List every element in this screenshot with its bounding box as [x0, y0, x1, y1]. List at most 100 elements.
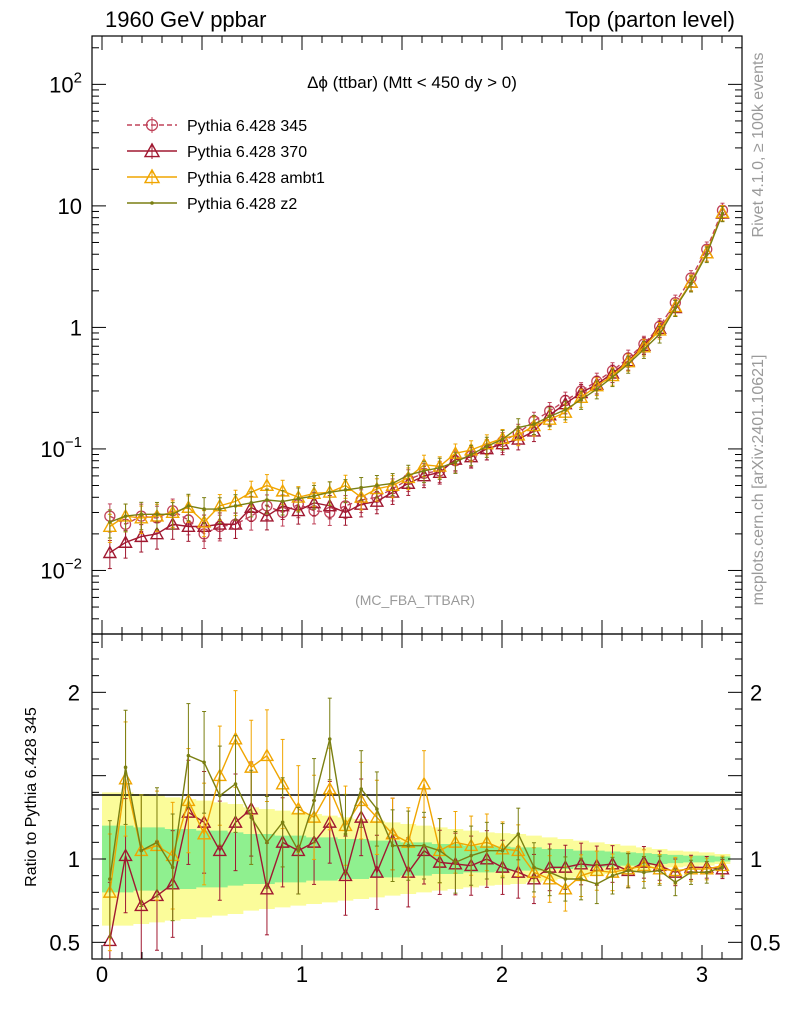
data-point: [212, 516, 227, 530]
data-point: [437, 848, 442, 853]
data-point: [689, 281, 693, 286]
ratio-y-tick-label-right: 0.5: [750, 930, 781, 955]
legend-entry: Pythia 6.428 z2: [127, 196, 297, 213]
ratio-series-group: [102, 690, 730, 960]
data-point: [186, 504, 191, 508]
ratio-y-tick-label-right: 2: [750, 680, 762, 705]
data-point: [657, 868, 662, 873]
data-point: [202, 760, 206, 765]
data-point: [516, 832, 521, 836]
data-point: [170, 512, 175, 517]
ratio-y-tick-label-left: 2: [68, 680, 80, 705]
data-point: [353, 489, 369, 503]
ratio-series-line: [109, 738, 723, 885]
data-point: [610, 873, 615, 878]
ratio-series-line: [109, 737, 723, 893]
data-point: [563, 407, 568, 412]
data-point: [657, 332, 662, 336]
data-point: [689, 870, 693, 875]
data-point: [485, 444, 489, 449]
data-point: [102, 545, 118, 559]
data-point: [516, 425, 521, 430]
data-point: [642, 347, 646, 352]
data-point: [406, 473, 411, 477]
data-point: [143, 168, 161, 184]
rivet-version-label: Rivet 4.1.0, ≥ 100k events: [750, 53, 767, 238]
data-point: [202, 507, 206, 511]
data-point: [359, 485, 363, 490]
data-point: [265, 498, 269, 502]
data-point: [327, 490, 332, 495]
data-point: [118, 848, 133, 862]
x-tick-label: 1: [296, 962, 308, 987]
data-point: [265, 840, 269, 845]
data-point: [704, 252, 709, 257]
data-point: [118, 535, 133, 548]
legend-label: Pythia 6.428 370: [187, 144, 307, 161]
data-point: [343, 488, 348, 492]
legend-label: Pythia 6.428 ambt1: [187, 170, 325, 187]
data-point: [108, 520, 112, 524]
ratio-x-ticks: 0 1 2 3: [96, 634, 743, 987]
data-point: [720, 865, 725, 870]
x-tick-label: 0: [96, 962, 108, 987]
data-point: [155, 840, 159, 845]
legend: Pythia 6.428 345 Pythia 6.428 370 Pythia 6…: [127, 117, 325, 213]
data-point: [338, 868, 353, 882]
data-point: [218, 793, 222, 798]
data-point: [369, 864, 385, 878]
data-point: [139, 848, 144, 853]
x-tick-label: 2: [496, 962, 508, 987]
legend-entry: Pythia 6.428 ambt1: [127, 168, 325, 187]
data-point: [469, 853, 473, 858]
data-point: [296, 496, 301, 501]
data-point: [291, 503, 306, 517]
series-pythia-6-428-z2: [107, 205, 725, 539]
header-left-label: 1960 GeV ppbar: [105, 7, 266, 32]
analysis-label: (MC_FBA_TTBAR): [355, 592, 475, 608]
ratio-series-pythia-6-428-z2: [107, 697, 725, 938]
data-point: [595, 882, 599, 886]
data-point: [170, 865, 175, 870]
data-point: [280, 820, 285, 825]
data-point: [139, 512, 144, 517]
data-point: [375, 807, 379, 811]
legend-label: Pythia 6.428 345: [187, 118, 307, 135]
data-point: [134, 898, 149, 912]
data-point: [296, 848, 301, 853]
data-point: [579, 397, 583, 402]
data-point: [322, 498, 337, 512]
data-point: [259, 748, 275, 762]
data-point: [469, 452, 473, 457]
data-point: [280, 499, 285, 504]
data-point: [338, 505, 353, 518]
ratio-plot-panel: 2 2 1 1 0.5 0.5 0 1 2 3 Ratio to Pythia 6.428 34…: [23, 633, 781, 987]
data-point: [532, 865, 536, 870]
data-point: [155, 512, 159, 517]
series-line: [109, 210, 724, 535]
data-point: [595, 387, 599, 392]
data-point: [312, 494, 316, 498]
ratio-y-tick-label-right: 1: [750, 847, 762, 872]
data-point: [108, 877, 112, 881]
data-point: [196, 826, 212, 840]
data-point: [181, 519, 196, 532]
data-point: [233, 504, 238, 508]
data-point: [123, 514, 128, 518]
data-point: [547, 870, 552, 875]
main-x-ticks: [101, 36, 743, 634]
data-point: [704, 870, 709, 875]
data-point: [437, 465, 442, 470]
data-point: [143, 142, 161, 158]
data-point: [359, 787, 363, 791]
data-point: [390, 843, 395, 848]
ratio-band-inner: [102, 825, 731, 893]
data-point: [416, 776, 432, 790]
data-point: [375, 483, 379, 488]
data-point: [134, 529, 149, 543]
header-right-label: Top (parton level): [565, 7, 735, 32]
mcplots-label: mcplots.cern.ch [arXiv:2401.10621]: [750, 355, 767, 606]
data-point: [312, 798, 316, 803]
data-point: [453, 460, 458, 464]
